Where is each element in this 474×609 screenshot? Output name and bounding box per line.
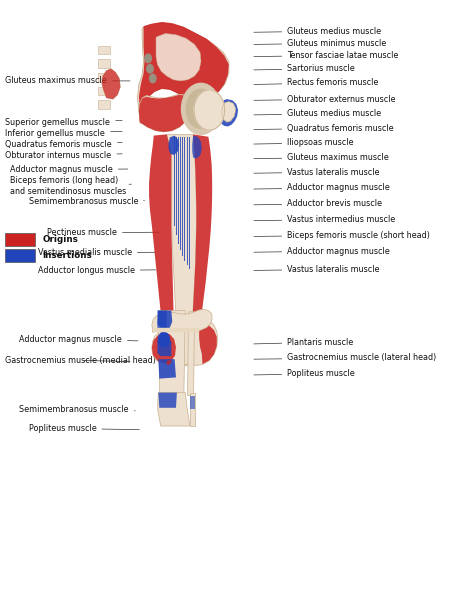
Polygon shape (174, 138, 175, 225)
Polygon shape (149, 135, 176, 365)
Polygon shape (158, 393, 177, 408)
Text: Origins: Origins (43, 235, 78, 244)
Text: Superior gemellus muscle: Superior gemellus muscle (5, 118, 122, 127)
Text: Semimembranosus muscle: Semimembranosus muscle (19, 404, 135, 414)
Polygon shape (188, 312, 194, 396)
Polygon shape (190, 396, 195, 409)
Polygon shape (98, 59, 109, 68)
Circle shape (186, 90, 216, 128)
Polygon shape (139, 22, 229, 124)
Text: Biceps femoris (long head)
and semitendinosus muscles: Biceps femoris (long head) and semitendi… (10, 177, 131, 195)
Text: Iliopsoas muscle: Iliopsoas muscle (254, 138, 354, 147)
Bar (154, 328, 198, 331)
Polygon shape (178, 138, 179, 244)
Text: Semimembranosus muscle: Semimembranosus muscle (28, 197, 145, 206)
Bar (5, 248, 36, 262)
Circle shape (149, 74, 156, 83)
Polygon shape (199, 324, 217, 364)
Text: Tensor fasciae latae muscle: Tensor fasciae latae muscle (254, 51, 399, 60)
Polygon shape (176, 320, 218, 365)
Bar (5, 233, 36, 246)
Polygon shape (169, 136, 179, 155)
Polygon shape (182, 138, 183, 256)
Text: Adductor magnus muscle: Adductor magnus muscle (19, 334, 138, 343)
Polygon shape (176, 138, 177, 234)
Polygon shape (187, 138, 188, 265)
Polygon shape (157, 311, 167, 334)
Polygon shape (98, 73, 109, 82)
Text: Adductor longus muscle: Adductor longus muscle (38, 266, 155, 275)
Text: Vastus lateralis muscle: Vastus lateralis muscle (254, 167, 380, 177)
Polygon shape (157, 341, 171, 356)
Text: Vastus intermedius muscle: Vastus intermedius muscle (254, 215, 395, 224)
Polygon shape (156, 33, 201, 81)
Circle shape (182, 83, 220, 135)
Text: Adductor brevis muscle: Adductor brevis muscle (254, 199, 382, 208)
Polygon shape (98, 86, 109, 95)
Polygon shape (139, 95, 192, 132)
Text: Gluteus maximus muscle: Gluteus maximus muscle (254, 153, 389, 162)
Text: Adductor magnus muscle: Adductor magnus muscle (254, 183, 390, 192)
Polygon shape (158, 359, 176, 379)
Polygon shape (98, 46, 109, 54)
Polygon shape (102, 69, 120, 99)
Text: Gluteus medius muscle: Gluteus medius muscle (254, 109, 382, 118)
Polygon shape (184, 138, 185, 261)
Text: Pectineus muscle: Pectineus muscle (47, 228, 159, 238)
Polygon shape (190, 138, 191, 269)
Text: Gluteus maximus muscle: Gluteus maximus muscle (5, 76, 130, 85)
Circle shape (158, 333, 170, 347)
Polygon shape (180, 138, 181, 250)
Polygon shape (167, 135, 196, 367)
Polygon shape (98, 100, 109, 109)
Text: Biceps femoris muscle (short head): Biceps femoris muscle (short head) (254, 231, 430, 240)
Text: Vastus medialis muscle: Vastus medialis muscle (38, 248, 155, 258)
Polygon shape (192, 136, 202, 159)
Polygon shape (152, 309, 212, 333)
Text: Sartorius muscle: Sartorius muscle (254, 64, 355, 73)
Text: Inferior gemellus muscle: Inferior gemellus muscle (5, 128, 122, 138)
Text: Obturator internus muscle: Obturator internus muscle (5, 150, 122, 160)
Text: Plantaris muscle: Plantaris muscle (254, 337, 354, 347)
Polygon shape (139, 94, 192, 132)
Text: Gastrocnemius muscle (lateral head): Gastrocnemius muscle (lateral head) (254, 353, 437, 362)
Text: Popliteus muscle: Popliteus muscle (254, 369, 355, 378)
Polygon shape (219, 99, 238, 127)
Polygon shape (222, 102, 236, 122)
Polygon shape (158, 311, 185, 396)
Text: Rectus femoris muscle: Rectus femoris muscle (254, 78, 379, 87)
Polygon shape (152, 333, 176, 364)
Text: Adductor magnus muscle: Adductor magnus muscle (254, 247, 390, 256)
Text: Gluteus minimus muscle: Gluteus minimus muscle (254, 39, 386, 48)
Circle shape (145, 54, 151, 63)
Polygon shape (157, 393, 190, 426)
Circle shape (147, 65, 153, 73)
Text: Obturator externus muscle: Obturator externus muscle (254, 94, 396, 104)
Text: Gastrocnemius muscle (medial head): Gastrocnemius muscle (medial head) (5, 356, 156, 365)
Text: Quadratus femoris muscle: Quadratus femoris muscle (5, 139, 122, 149)
Text: Insertions: Insertions (43, 251, 92, 260)
Text: Vastus lateralis muscle: Vastus lateralis muscle (254, 265, 380, 274)
Text: Popliteus muscle: Popliteus muscle (28, 424, 139, 433)
Text: Gluteus medius muscle: Gluteus medius muscle (254, 27, 382, 35)
Polygon shape (190, 135, 212, 365)
Text: Quadratus femoris muscle: Quadratus femoris muscle (254, 124, 394, 133)
Polygon shape (137, 23, 229, 124)
Circle shape (194, 90, 225, 130)
Polygon shape (102, 69, 120, 99)
Text: Adductor magnus muscle: Adductor magnus muscle (10, 165, 128, 174)
Polygon shape (157, 311, 172, 329)
Polygon shape (166, 361, 171, 365)
Polygon shape (152, 330, 179, 364)
Polygon shape (190, 393, 195, 426)
